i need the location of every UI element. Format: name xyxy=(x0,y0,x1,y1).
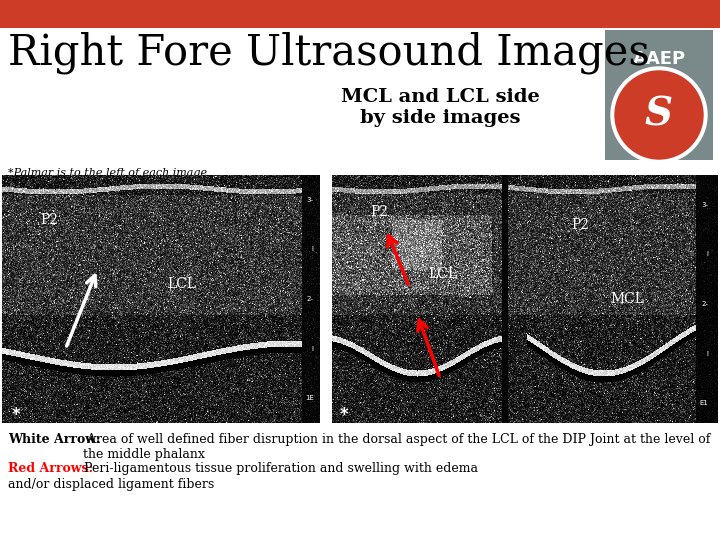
Text: *: * xyxy=(12,406,20,424)
Text: 3-: 3- xyxy=(307,197,314,203)
Text: I: I xyxy=(706,251,708,258)
Circle shape xyxy=(615,71,703,159)
Text: MCL: MCL xyxy=(610,292,644,306)
Circle shape xyxy=(611,67,707,163)
Text: Peri-ligamentous tissue proliferation and swelling with edema: Peri-ligamentous tissue proliferation an… xyxy=(80,462,478,475)
Text: P2: P2 xyxy=(572,218,589,232)
Text: 2-: 2- xyxy=(307,296,314,302)
Bar xyxy=(0,0,720,28)
Text: *: * xyxy=(340,406,348,424)
Text: I: I xyxy=(706,350,708,356)
Text: E1: E1 xyxy=(699,400,708,406)
Text: and/or displaced ligament fibers: and/or displaced ligament fibers xyxy=(8,478,215,491)
Text: 1E: 1E xyxy=(305,395,314,401)
Text: LCL: LCL xyxy=(428,267,458,281)
Bar xyxy=(605,30,713,160)
Text: LCL: LCL xyxy=(167,277,197,291)
Text: White Arrow:: White Arrow: xyxy=(8,433,101,446)
Text: *Palmar is to the left of each image: *Palmar is to the left of each image xyxy=(8,168,207,178)
Text: MCL and LCL side
by side images: MCL and LCL side by side images xyxy=(341,88,539,127)
Text: P2: P2 xyxy=(40,213,58,227)
Text: Red Arrows:: Red Arrows: xyxy=(8,462,93,475)
Text: 2-: 2- xyxy=(701,301,708,307)
Text: S: S xyxy=(645,96,673,134)
Text: I: I xyxy=(312,346,314,352)
Text: AAEP: AAEP xyxy=(632,50,685,68)
Text: Area of well defined fiber disruption in the dorsal aspect of the LCL of the DIP: Area of well defined fiber disruption in… xyxy=(83,433,711,461)
Text: P2: P2 xyxy=(371,205,389,219)
Text: 3-: 3- xyxy=(701,202,708,208)
Text: Right Fore Ultrasound Images: Right Fore Ultrasound Images xyxy=(8,32,649,75)
Text: I: I xyxy=(312,246,314,252)
